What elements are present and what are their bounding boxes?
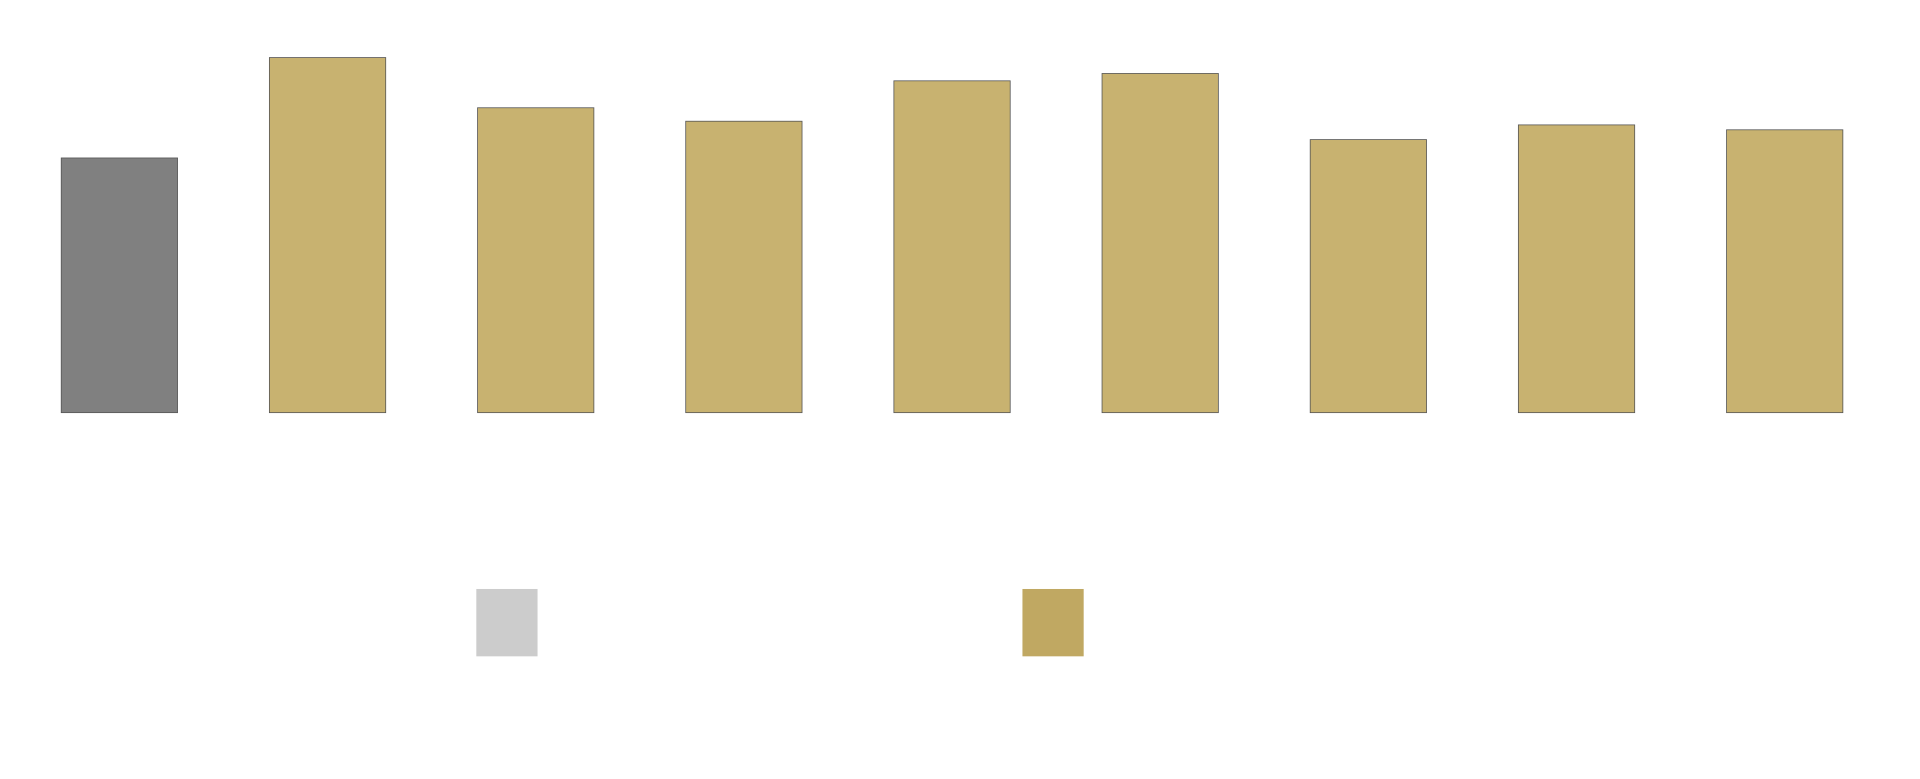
bar bbox=[477, 107, 595, 414]
bar bbox=[893, 80, 1011, 414]
bar bbox=[1101, 73, 1219, 414]
bar bbox=[1726, 129, 1844, 414]
legend-swatch bbox=[476, 588, 538, 657]
bar bbox=[1517, 124, 1636, 414]
bar bbox=[1309, 139, 1427, 414]
legend-swatch bbox=[1022, 588, 1084, 657]
bar bbox=[268, 57, 387, 414]
bar bbox=[685, 120, 803, 414]
bar bbox=[60, 157, 178, 414]
